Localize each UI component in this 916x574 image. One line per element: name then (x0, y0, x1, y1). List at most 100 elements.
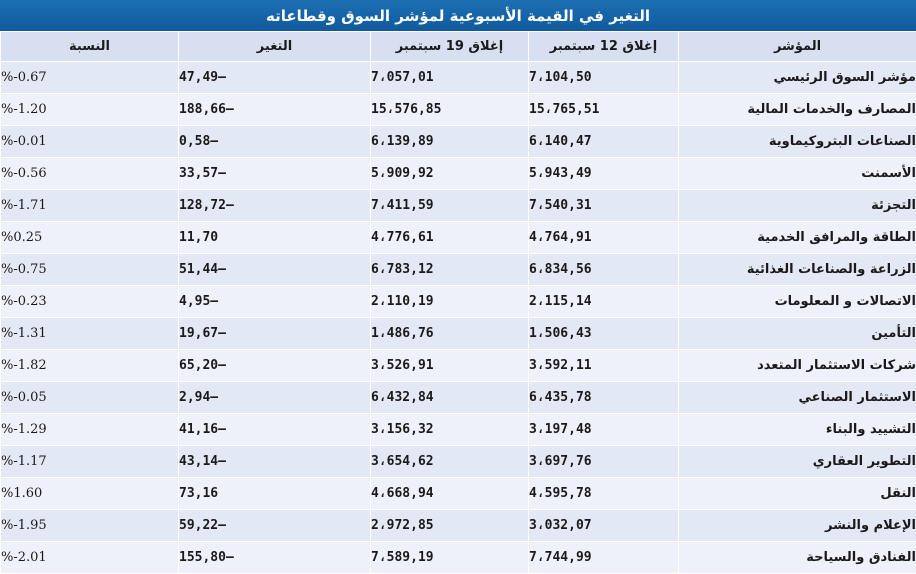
row-change: 47,49– (179, 62, 371, 94)
row-change: 0,58– (179, 126, 371, 158)
row-percent: %-1.71 (1, 190, 179, 222)
row-close-19: 2،972,85 (371, 510, 529, 542)
row-close-12: 3،197,48 (529, 414, 679, 446)
row-close-12: 7،744,99 (529, 542, 679, 574)
row-name: الاتصالات و المعلومات (679, 286, 916, 318)
index-change-table: المؤشر إغلاق 12 سبتمبر إغلاق 19 سبتمبر ا… (0, 31, 916, 574)
row-percent: %-1.82 (1, 350, 179, 382)
row-percent: %1.60 (1, 478, 179, 510)
row-name: شركات الاستثمار المتعدد (679, 350, 916, 382)
row-name: الزراعة والصناعات الغذائية (679, 254, 916, 286)
row-close-12: 5،943,49 (529, 158, 679, 190)
header-percent: النسبة (1, 32, 179, 62)
row-close-19: 4،668,94 (371, 478, 529, 510)
row-percent: %-0.75 (1, 254, 179, 286)
row-name: الفنادق والسياحة (679, 542, 916, 574)
row-close-12: 7،104,50 (529, 62, 679, 94)
row-percent: %-1.31 (1, 318, 179, 350)
row-close-12: 3،032,07 (529, 510, 679, 542)
row-percent: %-1.95 (1, 510, 179, 542)
row-change: 2,94– (179, 382, 371, 414)
row-close-12: 3،592,11 (529, 350, 679, 382)
row-percent: %-0.67 (1, 62, 179, 94)
row-close-12: 4،764,91 (529, 222, 679, 254)
row-change: 19,67– (179, 318, 371, 350)
row-change: 33,57– (179, 158, 371, 190)
row-name: النقل (679, 478, 916, 510)
row-close-19: 1،486,76 (371, 318, 529, 350)
row-percent: %-0.01 (1, 126, 179, 158)
row-close-19: 3،526,91 (371, 350, 529, 382)
row-close-19: 7،057,01 (371, 62, 529, 94)
row-close-12: 6،834,56 (529, 254, 679, 286)
row-percent: %-1.29 (1, 414, 179, 446)
row-change: 59,22– (179, 510, 371, 542)
row-percent: %-0.05 (1, 382, 179, 414)
row-name: التأمين (679, 318, 916, 350)
row-close-19: 6،783,12 (371, 254, 529, 286)
row-change: 11,70 (179, 222, 371, 254)
row-change: 43,14– (179, 446, 371, 478)
row-close-12: 3،697,76 (529, 446, 679, 478)
row-name: الطاقة والمرافق الخدمية (679, 222, 916, 254)
row-change: 4,95– (179, 286, 371, 318)
row-close-12: 6،140,47 (529, 126, 679, 158)
row-close-12: 1،506,43 (529, 318, 679, 350)
header-index: المؤشر (679, 32, 916, 62)
row-close-19: 6،432,84 (371, 382, 529, 414)
row-close-12: 6،435,78 (529, 382, 679, 414)
row-close-19: 3،156,32 (371, 414, 529, 446)
row-change: 41,16– (179, 414, 371, 446)
row-change: 73,16 (179, 478, 371, 510)
row-percent: %-0.23 (1, 286, 179, 318)
row-name: التجزئة (679, 190, 916, 222)
row-percent: %0.25 (1, 222, 179, 254)
row-percent: %-0.56 (1, 158, 179, 190)
row-change: 51,44– (179, 254, 371, 286)
row-change: 188,66– (179, 94, 371, 126)
row-close-19: 2،110,19 (371, 286, 529, 318)
row-close-19: 4،776,61 (371, 222, 529, 254)
row-close-12: 2،115,14 (529, 286, 679, 318)
table-title: التغير في القيمة الأسبوعية لمؤشر السوق و… (0, 0, 916, 31)
row-name: الإعلام والنشر (679, 510, 916, 542)
row-percent: %-2.01 (1, 542, 179, 574)
row-name: الأسمنت (679, 158, 916, 190)
header-row: المؤشر إغلاق 12 سبتمبر إغلاق 19 سبتمبر ا… (1, 32, 916, 62)
row-close-19: 7،589,19 (371, 542, 529, 574)
header-close-12: إغلاق 12 سبتمبر (529, 32, 679, 62)
row-percent: %-1.17 (1, 446, 179, 478)
header-change: التغير (179, 32, 371, 62)
row-close-19: 5،909,92 (371, 158, 529, 190)
row-change: 155,80– (179, 542, 371, 574)
row-percent: %-1.20 (1, 94, 179, 126)
row-close-19: 7،411,59 (371, 190, 529, 222)
row-close-19: 3،654,62 (371, 446, 529, 478)
row-close-12: 7،540,31 (529, 190, 679, 222)
row-close-12: 15،765,51 (529, 94, 679, 126)
row-name: الاستثمار الصناعي (679, 382, 916, 414)
header-close-19: إغلاق 19 سبتمبر (371, 32, 529, 62)
row-close-12: 4،595,78 (529, 478, 679, 510)
row-close-19: 15،576,85 (371, 94, 529, 126)
row-name: المصارف والخدمات المالية (679, 94, 916, 126)
row-name: الصناعات البتروكيماوية (679, 126, 916, 158)
row-name: مؤشر السوق الرئيسي (679, 62, 916, 94)
row-change: 65,20– (179, 350, 371, 382)
row-close-19: 6،139,89 (371, 126, 529, 158)
